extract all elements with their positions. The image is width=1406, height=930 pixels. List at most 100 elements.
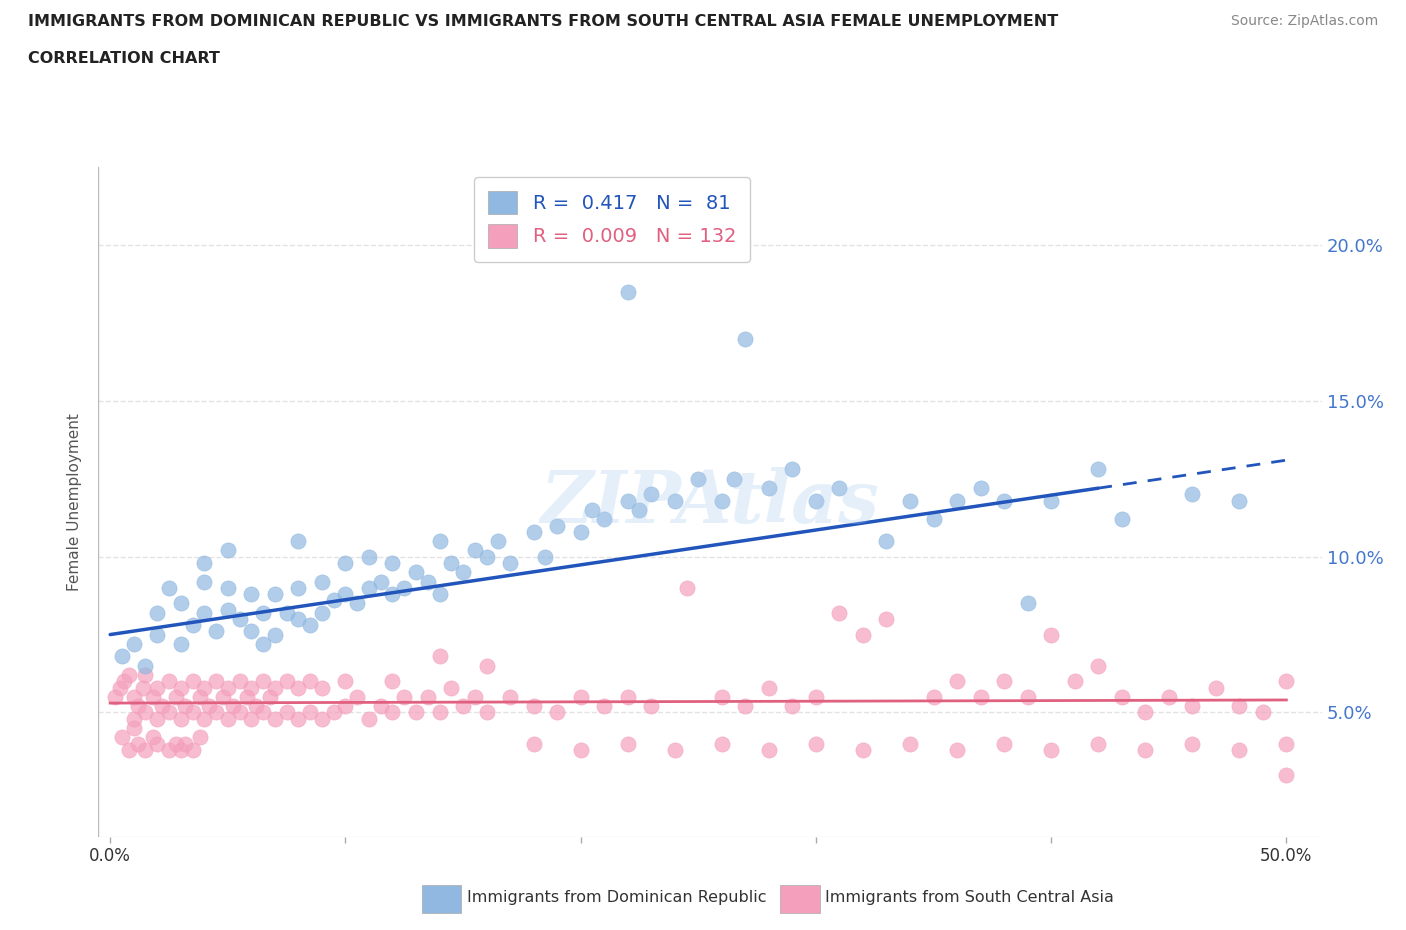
Point	[710, 737, 733, 751]
Point	[276, 674, 298, 689]
Point	[122, 636, 145, 651]
Point	[993, 674, 1015, 689]
Point	[710, 493, 733, 508]
Point	[451, 565, 474, 579]
Point	[263, 627, 285, 642]
Point	[429, 705, 451, 720]
Point	[217, 680, 239, 695]
Point	[134, 668, 156, 683]
Point	[228, 705, 250, 720]
Point	[1275, 737, 1298, 751]
Point	[922, 512, 945, 526]
Point	[240, 680, 263, 695]
Point	[758, 481, 780, 496]
Text: CORRELATION CHART: CORRELATION CHART	[28, 51, 219, 66]
Point	[1181, 698, 1204, 713]
Point	[134, 705, 156, 720]
Point	[157, 705, 180, 720]
Point	[1251, 705, 1274, 720]
Point	[112, 674, 135, 689]
Point	[311, 574, 333, 589]
Point	[205, 624, 228, 639]
Point	[1087, 658, 1109, 673]
Point	[486, 534, 509, 549]
Point	[245, 698, 267, 713]
Point	[150, 698, 173, 713]
Point	[146, 680, 169, 695]
Point	[252, 605, 274, 620]
Point	[875, 534, 897, 549]
Point	[464, 543, 486, 558]
Point	[475, 550, 498, 565]
Point	[734, 331, 756, 346]
Point	[946, 674, 969, 689]
Point	[193, 574, 215, 589]
Point	[122, 689, 145, 704]
Point	[311, 711, 333, 726]
Point	[569, 742, 592, 757]
Point	[464, 689, 486, 704]
Point	[335, 555, 357, 570]
Point	[1017, 596, 1039, 611]
Point	[287, 612, 309, 627]
Point	[193, 711, 215, 726]
Point	[287, 580, 309, 595]
Point	[193, 555, 215, 570]
Point	[127, 698, 149, 713]
Point	[146, 711, 169, 726]
Point	[252, 674, 274, 689]
Point	[1181, 487, 1204, 502]
Point	[104, 689, 127, 704]
Point	[174, 737, 197, 751]
Point	[205, 705, 228, 720]
Point	[259, 689, 281, 704]
Point	[628, 502, 651, 517]
Point	[287, 534, 309, 549]
Point	[1111, 689, 1133, 704]
Point	[311, 605, 333, 620]
Point	[276, 605, 298, 620]
Point	[188, 689, 211, 704]
Point	[546, 705, 568, 720]
Point	[181, 742, 204, 757]
Point	[1181, 737, 1204, 751]
Text: ZIPAtlas: ZIPAtlas	[541, 467, 879, 538]
Point	[146, 605, 169, 620]
Point	[710, 689, 733, 704]
Point	[381, 674, 404, 689]
Point	[804, 689, 827, 704]
Point	[299, 674, 322, 689]
Point	[322, 705, 344, 720]
Point	[616, 689, 638, 704]
Point	[240, 587, 263, 602]
Point	[287, 680, 309, 695]
Point	[299, 705, 322, 720]
Point	[263, 711, 285, 726]
Point	[616, 285, 638, 299]
Point	[475, 705, 498, 720]
Point	[416, 689, 439, 704]
Point	[1227, 698, 1250, 713]
Point	[252, 636, 274, 651]
Point	[357, 711, 380, 726]
Point	[392, 580, 416, 595]
Point	[157, 674, 180, 689]
Point	[111, 730, 134, 745]
Point	[1275, 767, 1298, 782]
Point	[235, 689, 257, 704]
Point	[228, 612, 250, 627]
Point	[111, 649, 134, 664]
Point	[534, 550, 557, 565]
Point	[370, 698, 392, 713]
Point	[217, 543, 239, 558]
Point	[1275, 674, 1298, 689]
Point	[1135, 705, 1157, 720]
Point	[499, 555, 522, 570]
Point	[616, 493, 638, 508]
Point	[429, 587, 451, 602]
Point	[217, 711, 239, 726]
Point	[581, 502, 603, 517]
Point	[299, 618, 322, 632]
Point	[758, 680, 780, 695]
Point	[311, 680, 333, 695]
